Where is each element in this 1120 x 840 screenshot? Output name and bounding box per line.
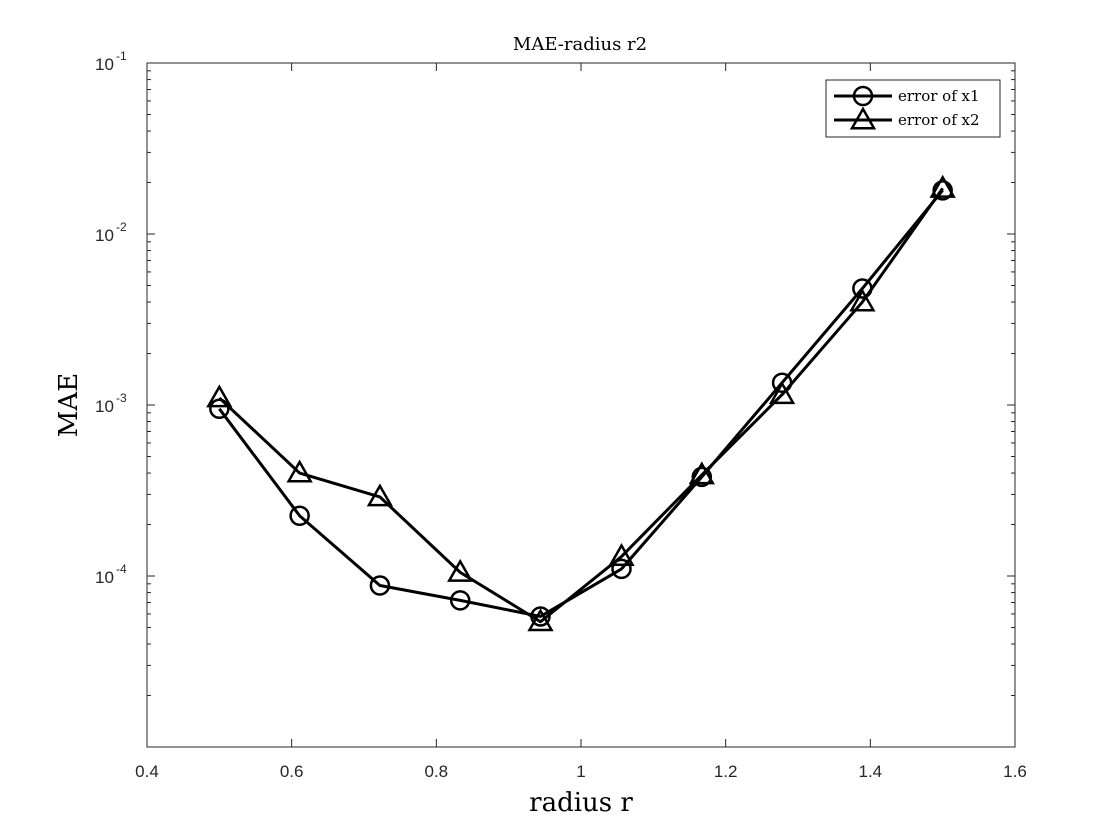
x-tick-label: 0.4 (135, 762, 159, 781)
series-layer (206, 174, 956, 632)
y-tick-base: 10 (95, 397, 114, 416)
data-point-circle (369, 575, 391, 596)
x-tick-label: 1.6 (1003, 762, 1027, 781)
y-tick-exponent: -4 (116, 562, 127, 576)
y-axis-ticks: 10-410-310-210-1 (95, 49, 1015, 587)
series-2 (206, 174, 956, 632)
y-tick-label: 10 -1 (95, 49, 127, 74)
data-point-triangle (206, 384, 233, 408)
legend-label: error of x1 (898, 87, 980, 105)
data-point-circle (611, 558, 632, 580)
y-tick-exponent: -3 (116, 391, 127, 405)
chart-title: MAE-radius r2 (513, 34, 647, 55)
series-line-1 (218, 189, 944, 618)
x-tick-label: 1.2 (714, 762, 738, 781)
data-point-triangle (929, 174, 956, 198)
x-axis-label: radius r (529, 788, 633, 818)
data-point-triangle (286, 459, 313, 483)
y-tick-label: 10 -4 (95, 562, 127, 587)
legend-item: error of x2 (834, 106, 980, 130)
data-point-circle (289, 505, 310, 527)
data-point-triangle (849, 288, 876, 312)
y-tick-exponent: -2 (116, 220, 127, 234)
data-point-triangle (608, 542, 635, 567)
minor-ticks (147, 70, 1015, 697)
y-tick-label: 10 -3 (95, 391, 127, 416)
data-point-circle (449, 590, 471, 611)
plot-area: 0.4 0.6 0.8 1 1.2 1.4 1.6 10-410-310-210-1 (95, 49, 1027, 781)
x-tick-label: 1.4 (859, 762, 883, 781)
legend-label: error of x2 (898, 111, 980, 129)
y-tick-exponent: -1 (116, 49, 127, 63)
x-tick-label: 0.8 (425, 762, 449, 781)
y-tick-base: 10 (95, 226, 114, 245)
data-point-triangle (366, 483, 394, 507)
series-line-2 (218, 187, 944, 624)
x-tick-label: 1 (576, 762, 585, 781)
data-point-circle (691, 466, 713, 488)
data-point-triangle (527, 608, 554, 632)
data-point-circle (932, 180, 953, 201)
y-axis-label: MAE (54, 373, 84, 437)
x-axis-ticks: 0.4 0.6 0.8 1 1.2 1.4 1.6 (135, 63, 1027, 781)
legend-item: error of x1 (834, 85, 980, 107)
y-tick-base: 10 (95, 568, 114, 587)
y-tick-label: 10 -2 (95, 220, 127, 245)
data-point-triangle (768, 381, 796, 405)
x-tick-label: 0.6 (280, 762, 304, 781)
y-tick-base: 10 (95, 55, 114, 74)
legend-marker-triangle (849, 106, 877, 130)
legend-marker-circle (852, 85, 874, 107)
data-point-triangle (447, 558, 474, 582)
axes-box (146, 62, 1016, 748)
data-point-triangle (688, 461, 715, 485)
legend: error of x1 error of x2 (825, 79, 1001, 138)
